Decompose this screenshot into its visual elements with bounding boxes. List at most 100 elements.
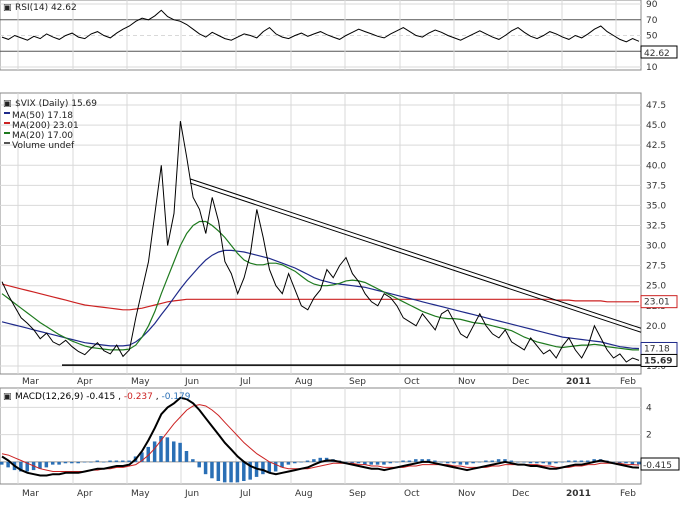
price-legend-icon: ▣ <box>3 99 12 109</box>
macd-histogram-bar-17 <box>108 460 112 462</box>
rsi-tick-10: 10 <box>646 63 658 73</box>
macd-histogram-bar-65 <box>414 459 418 462</box>
month-top-11: Feb <box>620 377 636 387</box>
macd-histogram-bar-54 <box>343 461 348 463</box>
macd-histogram-bar-15 <box>95 460 100 462</box>
macd-tick-2: 2 <box>646 431 652 441</box>
rsi-panel: 9070503010 ▣ RSI(14) 42.62 42.62 <box>0 0 678 73</box>
macd-histogram-bar-7 <box>44 461 49 468</box>
macd-histogram-bar-56 <box>356 461 361 464</box>
price-title: $VIX (Daily) 15.69 <box>15 99 97 109</box>
month-top-3: Jun <box>184 377 199 387</box>
price-legend-entry-2: MA(20) 17.00 <box>12 131 73 141</box>
macd-histogram-bar-83 <box>528 461 533 464</box>
price-legend-swatch-0 <box>4 112 10 114</box>
macd-histogram-bar-41 <box>261 461 265 475</box>
macd-panel: 42 ▣ MACD(12,26,9) -0.415 , -0.237 , -0.… <box>0 387 680 485</box>
macd-histogram-bar-88 <box>560 461 565 463</box>
macd-histogram-bar-70 <box>445 461 450 464</box>
month-bottom-6: Sep <box>349 489 366 499</box>
price-legend-swatch-2 <box>4 132 10 134</box>
price-grid <box>0 93 641 374</box>
macd-histogram-bar-89 <box>566 460 571 462</box>
month-top-7: Oct <box>404 377 420 387</box>
macd-line <box>1 396 640 477</box>
macd-histogram-bar-77 <box>490 460 494 462</box>
macd-histogram-bar-48 <box>305 460 310 462</box>
month-top-5: Aug <box>295 377 313 387</box>
macd-histogram-bar-8 <box>50 461 55 465</box>
month-bottom-3: Jun <box>184 489 199 499</box>
macd-histogram-bar-76 <box>484 460 488 462</box>
macd-histogram-bar-10 <box>63 461 68 464</box>
macd-legend: MACD(12,26,9) -0.415 , -0.237 , -0.179 <box>15 392 191 402</box>
month-top-4: Jul <box>239 377 251 387</box>
price-value-box-0 <box>640 295 678 309</box>
vix-price-line <box>1 121 640 363</box>
macd-histogram-bar-91 <box>579 460 584 462</box>
macd-histogram-bar-37 <box>235 461 240 483</box>
price-panel-frame <box>0 92 642 375</box>
rsi-tick-90: 90 <box>646 0 658 10</box>
month-bottom-10: 2011 <box>566 489 591 499</box>
price-value-label-1: 17.18 <box>644 344 670 354</box>
rsi-legend: RSI(14) 42.62 <box>15 3 77 13</box>
histogram-legend-value: -0.179 <box>161 392 190 402</box>
price-tick-30.0: 30.0 <box>646 242 666 252</box>
price-value-labels: 23.01 17.18 15.69 <box>640 295 678 367</box>
macd-histogram-bar-82 <box>522 461 526 463</box>
macd-histogram-bar-72 <box>458 461 463 465</box>
price-legend-entry-0: MA(50) 17.18 <box>12 111 73 121</box>
macd-histogram-bar-20 <box>127 460 131 462</box>
macd-histogram-bar-84 <box>535 461 539 464</box>
price-value-box-2 <box>640 353 678 367</box>
rsi-tick-70: 70 <box>646 16 658 26</box>
rsi-value-label: 42.62 <box>644 49 670 59</box>
month-axis-top: Mar Apr May Jun Jul Aug Sep Oct Nov Dec 2011 Feb <box>22 377 636 387</box>
macd-histogram-bar-78 <box>496 459 501 462</box>
macd-histogram-bar-22 <box>140 452 144 462</box>
month-bottom-1: Apr <box>77 489 93 499</box>
macd-histogram-bar-60 <box>382 461 386 465</box>
macd-histogram-bar-62 <box>394 461 399 463</box>
macd-histogram-bar-19 <box>121 460 125 462</box>
macd-legend-prefix: MACD(12,26,9) <box>15 392 83 402</box>
macd-histogram-bar-31 <box>197 461 201 468</box>
rsi-line <box>1 9 640 43</box>
macd-histogram-bar-33 <box>210 461 214 479</box>
macd-histogram-bar-9 <box>57 461 61 465</box>
macd-histogram-bar-63 <box>401 460 405 462</box>
macd-histogram-bar-47 <box>299 461 303 463</box>
month-top-10: 2011 <box>566 377 591 387</box>
macd-histogram-bar-29 <box>184 451 189 462</box>
month-top-8: Nov <box>458 377 476 387</box>
price-tick-32.5: 32.5 <box>646 221 666 231</box>
macd-histogram-bar-44 <box>280 461 284 468</box>
macd-histogram-bar-79 <box>503 459 507 462</box>
macd-tick-4: 4 <box>646 403 652 413</box>
month-bottom-8: Nov <box>458 489 476 499</box>
macd-histogram-bar-35 <box>222 461 227 483</box>
month-bottom-7: Oct <box>404 489 420 499</box>
rsi-axis: 9070503010 <box>646 0 658 73</box>
macd-histogram-bar-4 <box>25 461 29 472</box>
month-bottom-9: Dec <box>512 489 529 499</box>
macd-histogram-bar-57 <box>363 461 367 465</box>
macd-histogram-bar-85 <box>541 461 545 464</box>
rsi-legend-icon: ▣ <box>3 3 12 13</box>
macd-histogram-bar-23 <box>146 446 151 462</box>
month-top-1: Apr <box>77 377 93 387</box>
macd-histogram-bar-14 <box>89 461 93 463</box>
macd-histogram-bar-75 <box>477 461 482 463</box>
macd-histogram-bar-87 <box>554 461 558 464</box>
macd-histogram-bar-71 <box>452 461 456 464</box>
macd-histogram-bar-13 <box>82 461 87 463</box>
price-axis: 47.5 45.0 42.5 40.0 37.5 35.0 32.5 30.0 27.5 25.0… <box>646 101 666 372</box>
price-tick-20.0: 20.0 <box>646 322 666 332</box>
macd-histogram-bar-26 <box>165 437 170 462</box>
macd-histogram-bar-100 <box>637 461 641 465</box>
macd-histogram-bar-67 <box>426 459 431 462</box>
price-value-label-0: 23.01 <box>644 298 670 308</box>
